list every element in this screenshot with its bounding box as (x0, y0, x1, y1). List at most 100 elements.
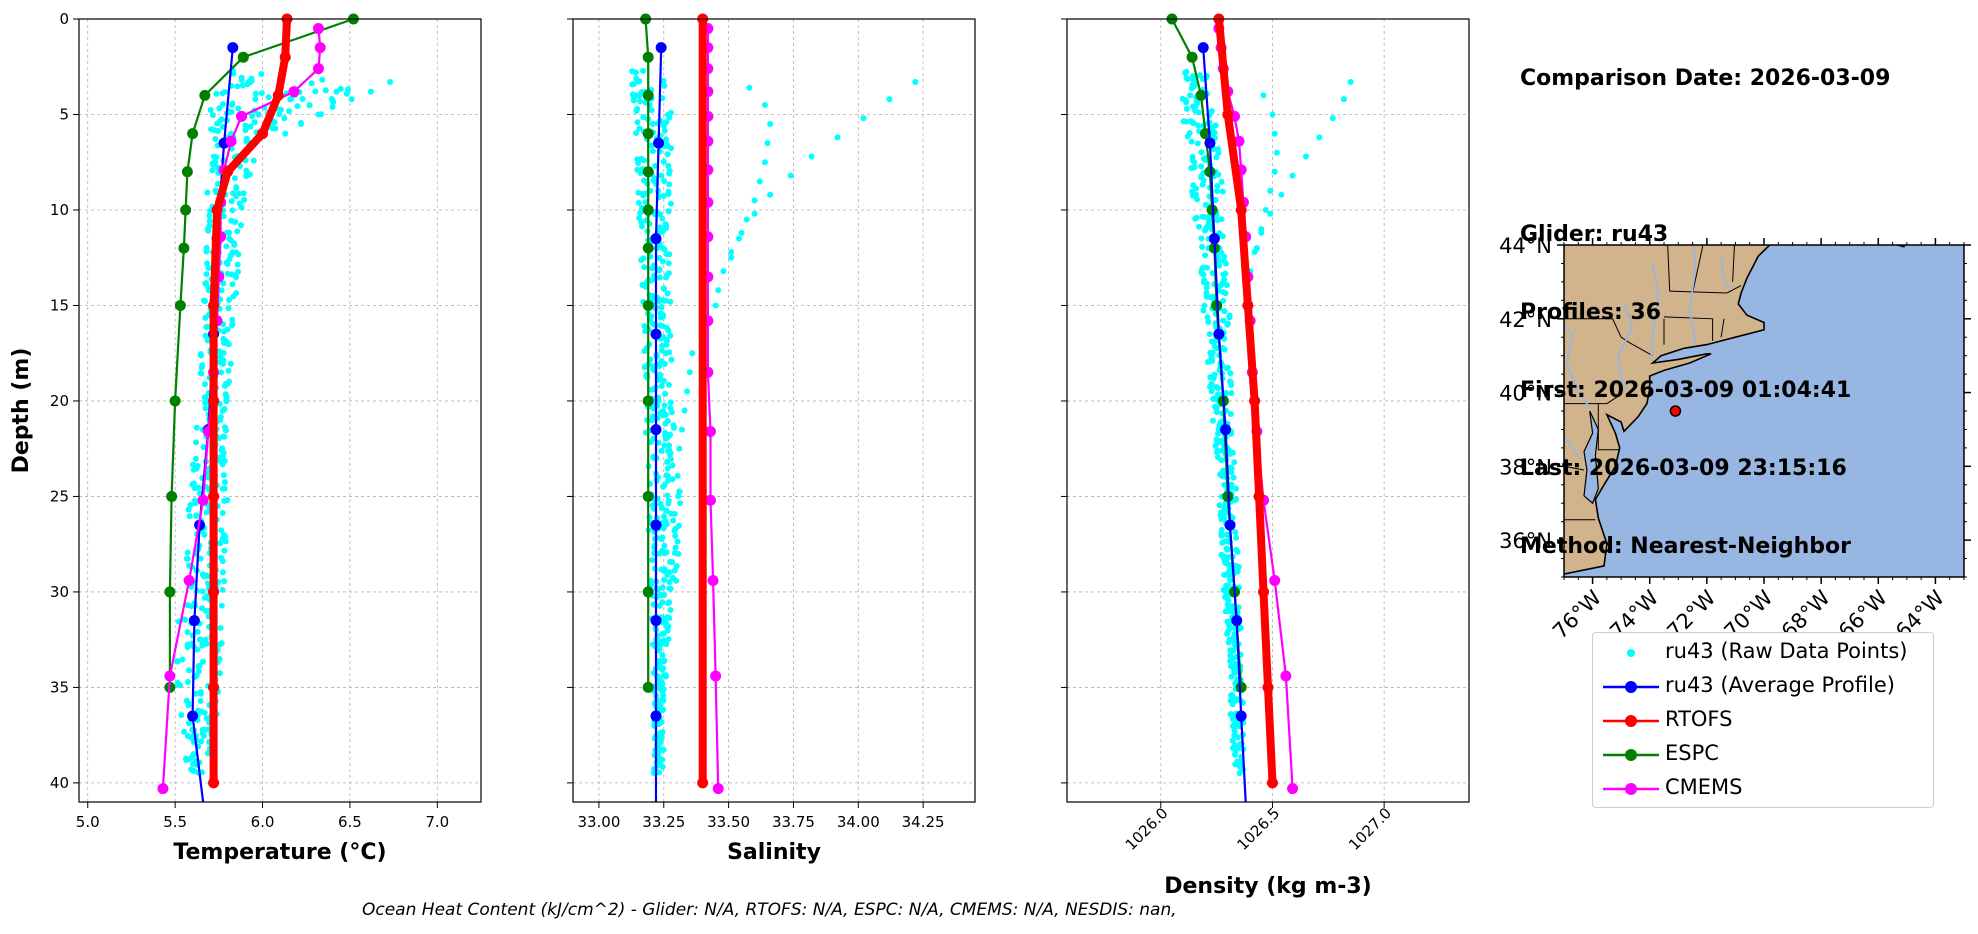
raw-data-point (1183, 68, 1190, 75)
raw-data-point (231, 175, 238, 182)
raw-data-point (1237, 762, 1244, 769)
raw-data-point (1198, 149, 1205, 156)
river (1564, 435, 1582, 460)
series-point-ru43-average-profile (1224, 519, 1236, 531)
legend-label-rtofs: RTOFS (1665, 707, 1733, 731)
raw-data-point (219, 101, 226, 108)
raw-data-point (1187, 118, 1194, 125)
raw-data-point (633, 107, 640, 114)
raw-data-point (1329, 115, 1336, 122)
raw-data-point (184, 602, 191, 609)
raw-data-point (767, 121, 774, 128)
raw-data-point (661, 576, 668, 583)
raw-data-point (1203, 224, 1210, 231)
raw-data-point (184, 678, 191, 685)
raw-data-point (182, 616, 189, 623)
raw-data-point (224, 261, 231, 268)
raw-data-point (1213, 409, 1220, 416)
raw-data-point (221, 328, 228, 335)
raw-data-point (230, 190, 237, 197)
raw-data-point (660, 77, 667, 84)
raw-data-point (219, 123, 226, 130)
raw-data-point (234, 228, 241, 235)
raw-data-point (249, 113, 256, 120)
series-point-rtofs (208, 395, 220, 407)
raw-data-point (1214, 217, 1221, 224)
raw-data-point (657, 591, 664, 598)
raw-data-point (223, 243, 230, 250)
raw-data-point (199, 605, 206, 612)
raw-data-point (1222, 608, 1229, 615)
raw-data-point (666, 585, 673, 592)
raw-data-point (190, 461, 197, 468)
raw-data-point (640, 114, 647, 121)
raw-data-point (208, 126, 215, 133)
legend-marker-average (1603, 681, 1659, 693)
raw-data-point (205, 227, 212, 234)
raw-data-point (667, 332, 674, 339)
raw-data-point (184, 629, 191, 636)
raw-data-point (252, 96, 259, 103)
raw-data-point (656, 602, 663, 609)
raw-data-point (1187, 92, 1194, 99)
raw-data-point (660, 665, 667, 672)
raw-data-point (200, 732, 207, 739)
raw-data-point (297, 121, 304, 128)
series-point-ru43-average-profile (650, 710, 662, 722)
raw-data-point (1199, 213, 1206, 220)
raw-data-point (1230, 647, 1237, 654)
raw-data-point (286, 108, 293, 115)
raw-data-point (185, 756, 192, 763)
raw-data-point (666, 579, 673, 586)
raw-data-point (1217, 249, 1224, 256)
raw-data-point (192, 455, 199, 462)
raw-data-point (197, 690, 204, 697)
method: Method: Nearest-Neighbor (1520, 534, 1851, 559)
raw-data-point (1193, 214, 1200, 221)
raw-data-point (1227, 658, 1234, 665)
raw-data-point (635, 159, 642, 166)
raw-data-point (1208, 380, 1215, 387)
series-point-espc (178, 242, 190, 254)
raw-data-point (184, 549, 191, 556)
raw-data-point (185, 506, 192, 513)
raw-data-point (227, 360, 234, 367)
series-point-rtofs (1266, 777, 1278, 789)
series-point-ru43-average-profile (1208, 233, 1220, 245)
raw-data-point (641, 348, 648, 355)
raw-data-point (187, 501, 194, 508)
raw-data-point (667, 298, 674, 305)
raw-data-point (228, 217, 235, 224)
series-point-rtofs (1253, 490, 1265, 502)
x-tick-label: 1026.0 (1122, 804, 1172, 854)
x-tick-label: 6.0 (251, 813, 275, 831)
series-line-cmems (161, 28, 322, 789)
raw-data-point (1196, 223, 1203, 230)
raw-data-point (233, 274, 240, 281)
raw-data-point (1230, 474, 1237, 481)
raw-data-point (1200, 279, 1207, 286)
raw-data-point (312, 88, 319, 95)
raw-data-point (196, 662, 203, 669)
raw-data-point (1214, 447, 1221, 454)
x-axis-label: Salinity (727, 840, 821, 865)
raw-data-point (387, 79, 394, 86)
raw-data-point (216, 670, 223, 677)
series-point-ru43-average-profile (188, 615, 200, 627)
raw-data-point (663, 641, 670, 648)
series-point-espc (642, 299, 654, 311)
raw-data-point (761, 101, 768, 108)
raw-data-point (194, 628, 201, 635)
raw-data-point (664, 477, 671, 484)
raw-data-point (649, 120, 656, 127)
raw-data-point (1227, 378, 1234, 385)
series-point-ru43-average-profile (650, 519, 662, 531)
raw-data-point (664, 465, 671, 472)
series-point-rtofs (1222, 108, 1234, 120)
raw-data-point (661, 127, 668, 134)
raw-data-point (1205, 319, 1212, 326)
glider-position-marker (1669, 405, 1682, 417)
raw-data-point (1209, 417, 1216, 424)
raw-data-point (1231, 667, 1238, 674)
x-tick-label: 33.75 (772, 813, 815, 831)
